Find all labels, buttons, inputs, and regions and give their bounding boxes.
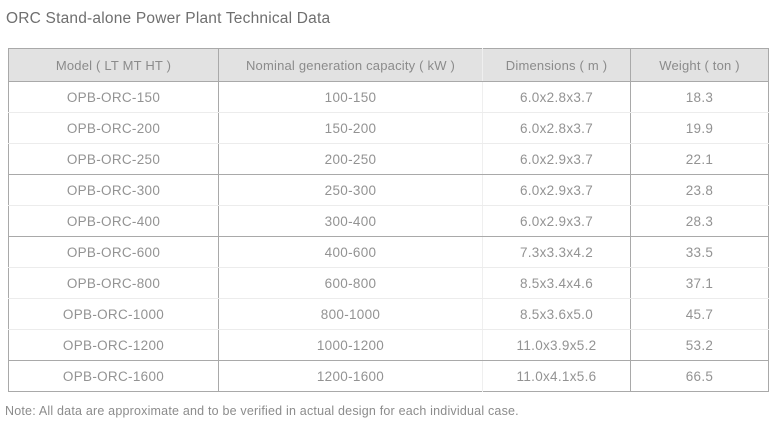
capacity-cell: 100-150 bbox=[218, 81, 483, 113]
table-header: Model ( LT MT HT ) Nominal generation ca… bbox=[8, 48, 769, 82]
weight-cell: 19.9 bbox=[630, 112, 769, 144]
model-cell: OPB-ORC-1600 bbox=[8, 360, 219, 392]
dimensions-cell: 11.0x3.9x5.2 bbox=[482, 329, 631, 361]
model-cell: OPB-ORC-600 bbox=[8, 236, 219, 268]
weight-cell: 18.3 bbox=[630, 81, 769, 113]
model-cell: OPB-ORC-200 bbox=[8, 112, 219, 144]
dimensions-cell: 6.0x2.9x3.7 bbox=[482, 143, 631, 175]
capacity-cell: 300-400 bbox=[218, 205, 483, 237]
table-row: OPB-ORC-200 150-200 6.0x2.8x3.7 19.9 bbox=[8, 112, 769, 144]
model-cell: OPB-ORC-150 bbox=[8, 81, 219, 113]
capacity-cell: 1200-1600 bbox=[218, 360, 483, 392]
capacity-cell: 600-800 bbox=[218, 267, 483, 299]
weight-cell: 53.2 bbox=[630, 329, 769, 361]
dimensions-cell: 6.0x2.9x3.7 bbox=[482, 174, 631, 206]
table-row: OPB-ORC-250 200-250 6.0x2.9x3.7 22.1 bbox=[8, 143, 769, 175]
table-row: OPB-ORC-1600 1200-1600 11.0x4.1x5.6 66.5 bbox=[8, 360, 769, 392]
weight-cell: 66.5 bbox=[685, 368, 714, 384]
table-body: OPB-ORC-150 100-150 6.0x2.8x3.7 18.3 OPB… bbox=[8, 81, 769, 392]
capacity-cell: 250-300 bbox=[218, 174, 483, 206]
dimensions-cell: 7.3x3.3x4.2 bbox=[482, 236, 631, 268]
capacity-cell: 1000-1200 bbox=[218, 329, 483, 361]
weight-cell: 45.7 bbox=[630, 298, 769, 330]
column-header-capacity: Nominal generation capacity ( kW ) bbox=[218, 48, 483, 82]
column-header-dimensions: Dimensions ( m ) bbox=[482, 48, 631, 82]
table-row: OPB-ORC-400 300-400 6.0x2.9x3.7 28.3 bbox=[8, 205, 769, 237]
dimensions-cell: 8.5x3.4x4.6 bbox=[482, 267, 631, 299]
dimensions-cell: 8.5x3.6x5.0 bbox=[482, 298, 631, 330]
table-row: OPB-ORC-600 400-600 7.3x3.3x4.2 33.5 bbox=[8, 236, 769, 268]
model-cell: OPB-ORC-1000 bbox=[8, 298, 219, 330]
table-row: OPB-ORC-300 250-300 6.0x2.9x3.7 23.8 bbox=[8, 174, 769, 206]
dimensions-cell: 6.0x2.9x3.7 bbox=[482, 205, 631, 237]
technical-data-table: Model ( LT MT HT ) Nominal generation ca… bbox=[8, 48, 769, 392]
page-title: ORC Stand-alone Power Plant Technical Da… bbox=[6, 10, 331, 27]
dimensions-cell: 6.0x2.8x3.7 bbox=[482, 81, 631, 113]
capacity-cell: 800-1000 bbox=[218, 298, 483, 330]
weight-cell: 33.5 bbox=[630, 236, 769, 268]
footnote: Note: All data are approximate and to be… bbox=[5, 404, 519, 418]
model-cell: OPB-ORC-300 bbox=[8, 174, 219, 206]
dimensions-cell: 6.0x2.8x3.7 bbox=[482, 112, 631, 144]
column-header-model: Model ( LT MT HT ) bbox=[8, 48, 219, 82]
weight-cell: 23.8 bbox=[630, 174, 769, 206]
model-cell: OPB-ORC-400 bbox=[8, 205, 219, 237]
table-row: OPB-ORC-1200 1000-1200 11.0x3.9x5.2 53.2 bbox=[8, 329, 769, 361]
table-row: OPB-ORC-1000 800-1000 8.5x3.6x5.0 45.7 bbox=[8, 298, 769, 330]
dimensions-cell: 11.0x4.1x5.6 bbox=[482, 360, 631, 392]
capacity-cell: 200-250 bbox=[218, 143, 483, 175]
column-header-weight: Weight ( ton ) bbox=[630, 48, 769, 82]
model-cell: OPB-ORC-800 bbox=[8, 267, 219, 299]
weight-cell: 22.1 bbox=[630, 143, 769, 175]
header-row: Model ( LT MT HT ) Nominal generation ca… bbox=[8, 48, 769, 82]
table-row: OPB-ORC-150 100-150 6.0x2.8x3.7 18.3 bbox=[8, 81, 769, 113]
capacity-cell: 150-200 bbox=[218, 112, 483, 144]
weight-cell: 28.3 bbox=[630, 205, 769, 237]
table-row: OPB-ORC-800 600-800 8.5x3.4x4.6 37.1 bbox=[8, 267, 769, 299]
weight-cell: 37.1 bbox=[630, 267, 769, 299]
capacity-cell: 400-600 bbox=[218, 236, 483, 268]
model-cell: OPB-ORC-1200 bbox=[8, 329, 219, 361]
model-cell: OPB-ORC-250 bbox=[8, 143, 219, 175]
